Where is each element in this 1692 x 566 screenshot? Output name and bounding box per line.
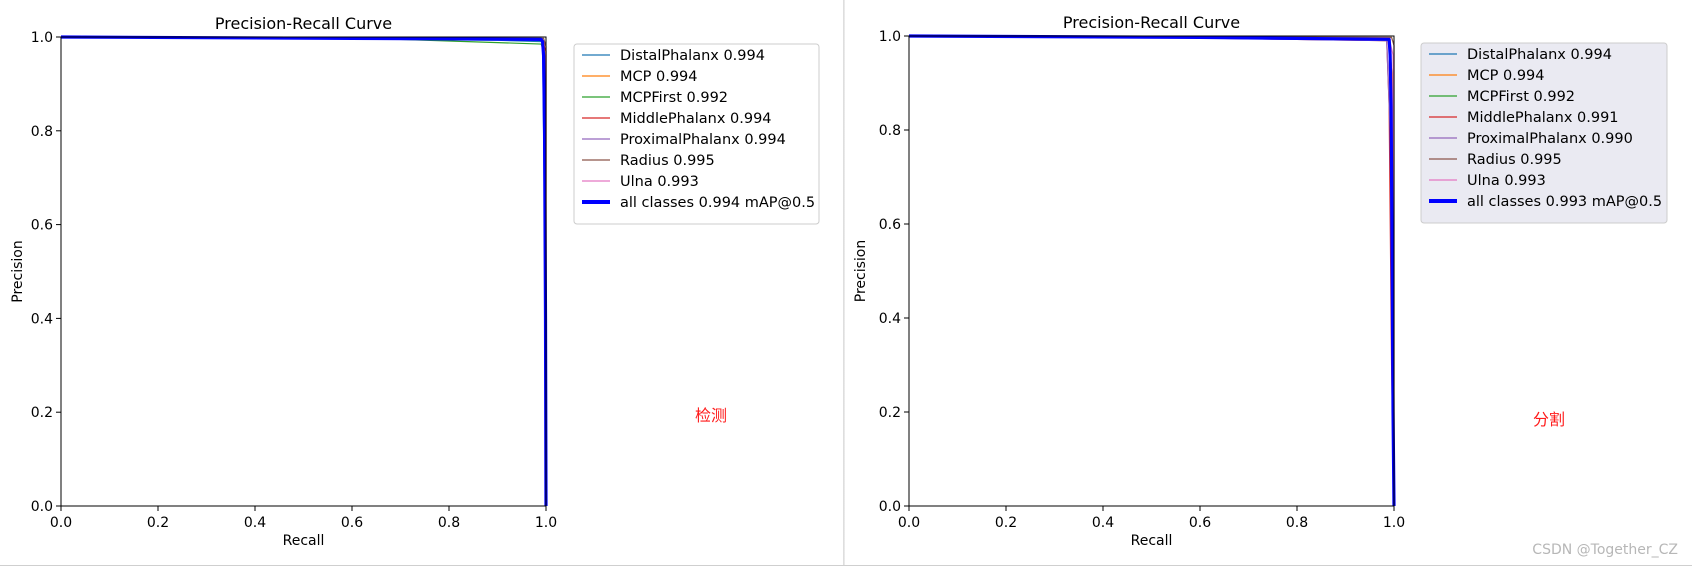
pr-curve-chart-segmentation: Precision-Recall Curve 0.0 0.2 0.4 0.6 0.8 1.0…	[853, 13, 1668, 549]
y-tick-label: 1.0	[879, 29, 901, 45]
left-panel: Precision-Recall Curve 0.0 0.2 0.4 0.6 0.8 1.0…	[0, 0, 843, 566]
y-tick-label: 0.4	[879, 311, 901, 327]
series-line-all-classes	[60, 35, 548, 507]
x-tick-label: 0.0	[50, 515, 72, 531]
chart-title: Precision-Recall Curve	[1063, 13, 1240, 32]
y-tick-label: 0.8	[31, 124, 53, 140]
pr-curve-chart-detection: Precision-Recall Curve 0.0 0.2 0.4 0.6 0.8 1.0…	[10, 14, 820, 549]
x-tick-label: 0.2	[995, 515, 1017, 531]
legend-label: MCP 0.994	[620, 69, 698, 85]
legend-label: ProximalPhalanx 0.990	[1467, 131, 1633, 147]
y-tick-label: 0.4	[31, 311, 53, 327]
legend-label: ProximalPhalanx 0.994	[620, 132, 786, 148]
plot-area	[909, 36, 1394, 506]
legend-label: MiddlePhalanx 0.994	[620, 111, 772, 127]
plot-area	[61, 37, 546, 506]
legend-label: DistalPhalanx 0.994	[1467, 47, 1612, 63]
legend-label: Ulna 0.993	[1467, 173, 1546, 189]
y-tick-label: 0.8	[879, 123, 901, 139]
legend-label: MCPFirst 0.992	[620, 90, 728, 106]
plot-frame	[908, 35, 1395, 507]
legend-label: MCP 0.994	[1467, 68, 1545, 84]
x-tick-label: 0.6	[341, 515, 363, 531]
x-axis-label: Recall	[1131, 533, 1173, 549]
legend-label: Radius 0.995	[1467, 152, 1562, 168]
x-tick-label: 0.8	[1286, 515, 1308, 531]
y-tick-label: 0.2	[879, 405, 901, 421]
annotation-detection: 检测	[695, 406, 728, 425]
legend-label: MCPFirst 0.992	[1467, 89, 1575, 105]
chart-title: Precision-Recall Curve	[215, 14, 392, 33]
y-tick-label: 0.6	[31, 218, 53, 234]
x-tick-label: 1.0	[535, 515, 557, 531]
legend-label: all classes 0.994 mAP@0.5	[620, 195, 815, 211]
y-tick-label: 0.2	[31, 405, 53, 421]
x-tick-label: 0.4	[1092, 515, 1114, 531]
right-panel: Precision-Recall Curve 0.0 0.2 0.4 0.6 0.8 1.0…	[845, 0, 1692, 566]
legend-label: MiddlePhalanx 0.991	[1467, 110, 1619, 126]
legend-label: DistalPhalanx 0.994	[620, 48, 765, 64]
legend-box	[1420, 42, 1668, 224]
x-tick-label: 0.0	[898, 515, 920, 531]
legend-label: all classes 0.993 mAP@0.5	[1467, 194, 1662, 210]
legend-box	[573, 43, 820, 225]
x-tick-label: 0.8	[438, 515, 460, 531]
y-axis-label: Precision	[10, 240, 26, 302]
plot-frame	[60, 36, 547, 507]
y-tick-label: 0.6	[879, 217, 901, 233]
legend-label: Ulna 0.993	[620, 174, 699, 190]
x-axis-label: Recall	[283, 533, 325, 549]
y-tick-label: 0.0	[31, 499, 53, 515]
y-tick-label: 0.0	[879, 499, 901, 515]
watermark: CSDN @Together_CZ	[1532, 542, 1678, 558]
x-tick-label: 0.2	[147, 515, 169, 531]
legend-label: Radius 0.995	[620, 153, 715, 169]
series-line-all-classes	[908, 34, 1396, 507]
x-tick-label: 0.4	[244, 515, 266, 531]
y-axis-label: Precision	[853, 240, 869, 302]
annotation-segmentation: 分割	[1533, 410, 1566, 429]
x-tick-label: 0.6	[1189, 515, 1211, 531]
x-tick-label: 1.0	[1383, 515, 1405, 531]
panel-divider	[843, 0, 845, 566]
y-tick-label: 1.0	[31, 30, 53, 46]
